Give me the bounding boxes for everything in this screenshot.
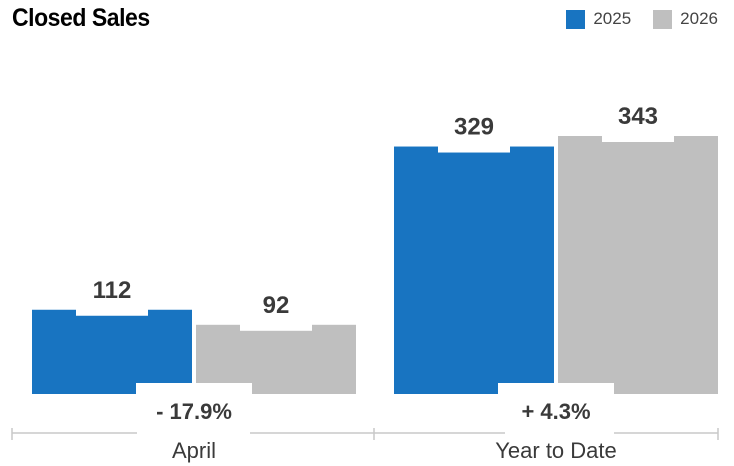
bar-label-notch-2026-0: [240, 322, 312, 331]
chart-title: Closed Sales: [12, 4, 150, 32]
legend-item-2025: 2025: [566, 9, 631, 29]
category-label-0: April: [172, 438, 216, 463]
change-label-box-0: [136, 383, 252, 439]
legend-swatch-2026: [653, 9, 673, 29]
bar-2025-0: [32, 309, 192, 394]
bar-label-notch-2025-0: [76, 307, 148, 316]
bar-2026-0: [196, 324, 356, 394]
bar-label-notch-2026-1: [602, 134, 674, 142]
value-label-2025-1: 329: [454, 114, 494, 141]
legend-item-2026: 2026: [653, 9, 718, 29]
bar-2025-1: [394, 146, 554, 394]
change-label-1: + 4.3%: [521, 399, 590, 424]
legend: 2025 2026: [544, 9, 718, 29]
legend-label-2026: 2026: [680, 9, 718, 28]
value-label-2025-0: 112: [93, 277, 132, 304]
change-label-0: - 17.9%: [156, 399, 232, 424]
value-label-2026-1: 343: [618, 103, 658, 130]
bar-label-notch-2025-1: [438, 144, 510, 153]
legend-label-2025: 2025: [593, 9, 632, 28]
change-label-box-1: [498, 383, 614, 439]
category-label-1: Year to Date: [495, 438, 617, 463]
bar-2026-1: [558, 136, 718, 394]
value-label-2026-0: 92: [263, 292, 290, 319]
legend-swatch-2025: [566, 9, 586, 29]
